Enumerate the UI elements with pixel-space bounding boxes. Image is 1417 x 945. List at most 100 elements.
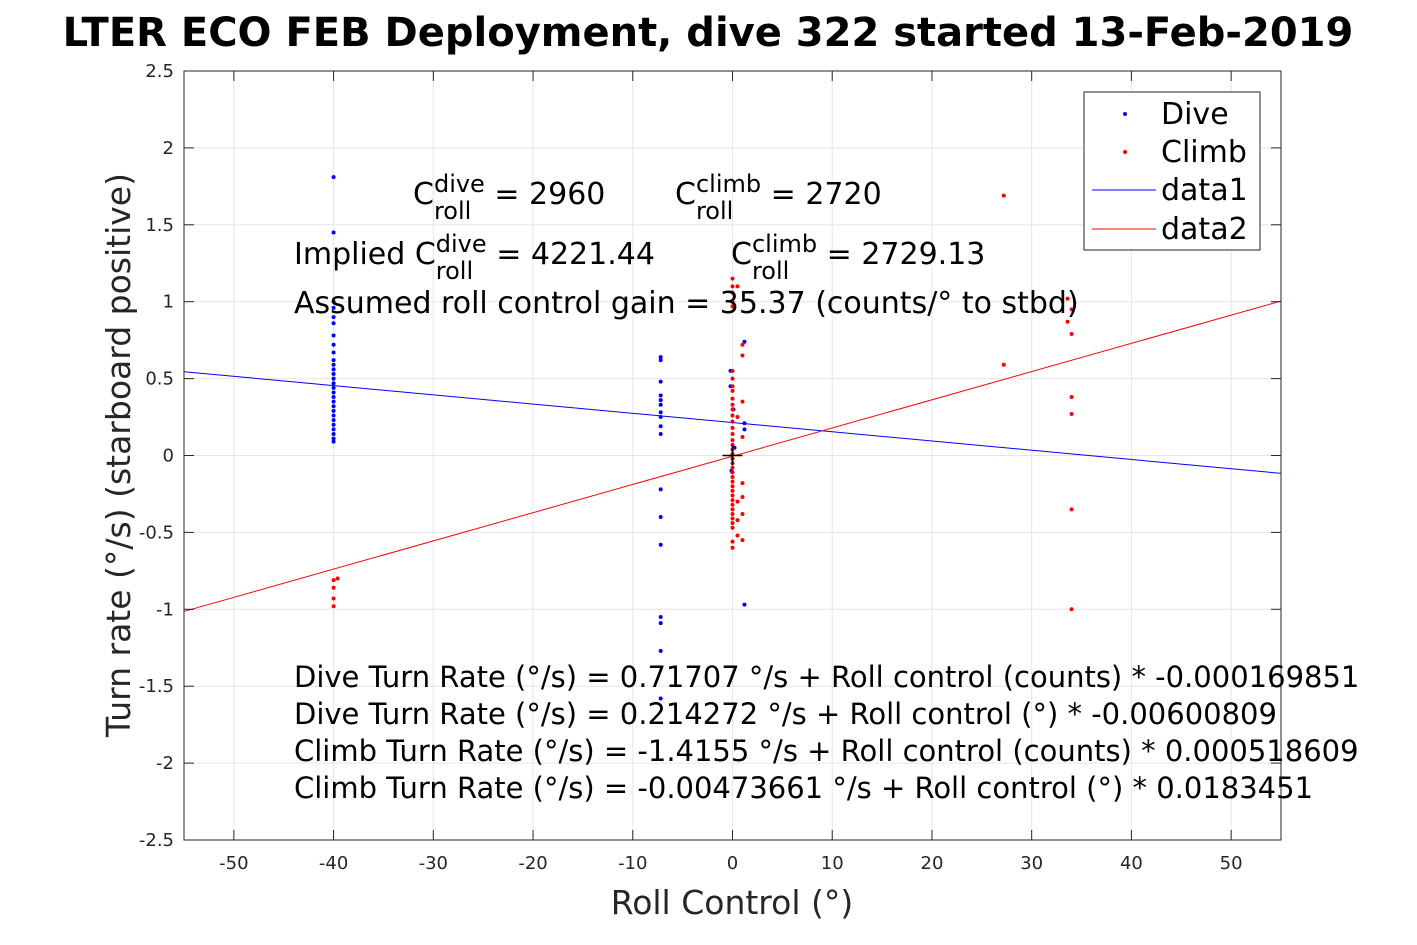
data-point-dive <box>658 648 663 653</box>
annotation-implied-c-roll-dive: Implied Cdive roll = 4221.44 <box>294 230 655 285</box>
data-point-dive <box>331 367 336 372</box>
data-point-climb <box>730 498 735 503</box>
data-point-dive <box>331 408 336 413</box>
data-point-dive <box>658 431 663 436</box>
legend-label: data2 <box>1161 212 1248 247</box>
data-point-dive <box>331 230 336 235</box>
annotations: Cdive roll = 2960 Cclimb roll = 2720 Implied… <box>294 170 1359 805</box>
data-point-dive <box>658 621 663 626</box>
data-point-climb <box>735 518 740 523</box>
data-point-dive <box>658 487 663 492</box>
annotation-roll-gain: Assumed roll control gain = 35.37 (count… <box>294 286 1079 321</box>
data-point-dive <box>331 362 336 367</box>
data-point-dive <box>742 339 747 344</box>
data-point-climb <box>735 415 740 420</box>
data-point-dive <box>331 299 336 304</box>
y-tick-label: -2.5 <box>139 830 174 851</box>
data-point-climb <box>730 425 735 430</box>
data-point-dive <box>331 418 336 423</box>
annotation-c-roll-dive: Cdive roll = 2960 <box>413 170 605 225</box>
data-point-climb <box>730 488 735 493</box>
chart-title: LTER ECO FEB Deployment, dive 322 starte… <box>63 10 1354 56</box>
x-tick-label: -20 <box>518 853 547 874</box>
data-point-climb <box>730 502 735 507</box>
x-tick-label: -40 <box>319 853 348 874</box>
x-tick-label: 40 <box>1120 853 1143 874</box>
data-point-climb <box>740 511 745 516</box>
annotation-implied-c-roll-climb: Cclimb roll = 2729.13 <box>731 230 985 285</box>
data-point-dive <box>658 355 663 360</box>
data-point-climb <box>730 484 735 489</box>
data-point-climb <box>735 284 740 289</box>
data-point-climb <box>1069 607 1074 612</box>
data-point-dive <box>658 402 663 407</box>
data-point-dive <box>742 602 747 607</box>
data-point-climb <box>1065 296 1070 301</box>
data-point-climb <box>740 435 745 440</box>
data-point-climb <box>730 290 735 295</box>
annotation-fit-equation: Dive Turn Rate (°/s) = 0.71707 °/s + Rol… <box>294 660 1359 694</box>
legend-label: Dive <box>1161 97 1229 132</box>
x-tick-label: -30 <box>419 853 448 874</box>
data-point-climb <box>735 499 740 504</box>
data-point-dive <box>331 422 336 427</box>
data-point-climb <box>730 284 735 289</box>
legend-marker-dive <box>1123 112 1127 116</box>
data-point-climb <box>740 538 745 543</box>
data-point-climb <box>730 493 735 498</box>
data-point-climb <box>740 495 745 500</box>
data-point-climb <box>730 384 735 389</box>
data-point-dive <box>331 333 336 338</box>
data-point-climb <box>1001 193 1006 198</box>
y-tick-label: 0.5 <box>145 369 174 390</box>
data-point-climb <box>730 396 735 401</box>
data-point-climb <box>730 479 735 484</box>
data-point-climb <box>740 353 745 358</box>
data-point-dive <box>658 696 663 701</box>
data-point-climb <box>730 388 735 393</box>
annotation-fit-equation: Dive Turn Rate (°/s) = 0.214272 °/s + Ro… <box>294 697 1277 731</box>
legend-label: data1 <box>1161 173 1248 208</box>
data-point-climb <box>730 470 735 475</box>
data-point-dive <box>658 515 663 520</box>
legend-box <box>1083 91 1261 251</box>
x-tick-label: 10 <box>821 853 844 874</box>
y-tick-label: -2 <box>156 753 174 774</box>
data-point-climb <box>730 413 735 418</box>
data-point-climb <box>1069 395 1074 400</box>
data-point-dive <box>658 410 663 415</box>
data-point-climb <box>1069 411 1074 416</box>
data-point-climb <box>730 419 735 424</box>
x-tick-label: -50 <box>219 853 248 874</box>
data-point-dive <box>658 379 663 384</box>
y-tick-label: -1.5 <box>139 676 174 697</box>
data-point-climb <box>730 304 735 309</box>
data-point-dive <box>331 399 336 404</box>
annotation-fit-equation: Climb Turn Rate (°/s) = -1.4155 °/s + Ro… <box>294 734 1359 768</box>
data-point-climb <box>730 525 735 530</box>
data-point-climb <box>740 342 745 347</box>
y-tick-label: 0 <box>163 446 174 467</box>
data-point-dive <box>331 431 336 436</box>
y-tick-label: 2.5 <box>145 61 174 82</box>
data-point-climb <box>335 576 340 581</box>
data-point-dive <box>331 404 336 409</box>
data-point-dive <box>331 413 336 418</box>
data-point-climb <box>730 511 735 516</box>
data-point-climb <box>331 585 336 590</box>
data-point-dive <box>331 358 336 363</box>
data-point-dive <box>331 321 336 326</box>
data-point-climb <box>1001 362 1006 367</box>
y-tick-label: 1 <box>163 292 174 313</box>
data-point-climb <box>730 368 735 373</box>
data-point-climb <box>730 376 735 381</box>
data-point-climb <box>730 431 735 436</box>
axes: -50 -40 -30 -20 -10 0 10 20 30 40 50-2.5-2-1.5-1-0… <box>139 61 1282 874</box>
data-point-dive <box>331 305 336 310</box>
data-point-climb <box>730 539 735 544</box>
data-point-dive <box>331 315 336 320</box>
data-point-dive <box>742 421 747 426</box>
plot-series <box>183 175 1282 701</box>
data-point-climb <box>730 507 735 512</box>
